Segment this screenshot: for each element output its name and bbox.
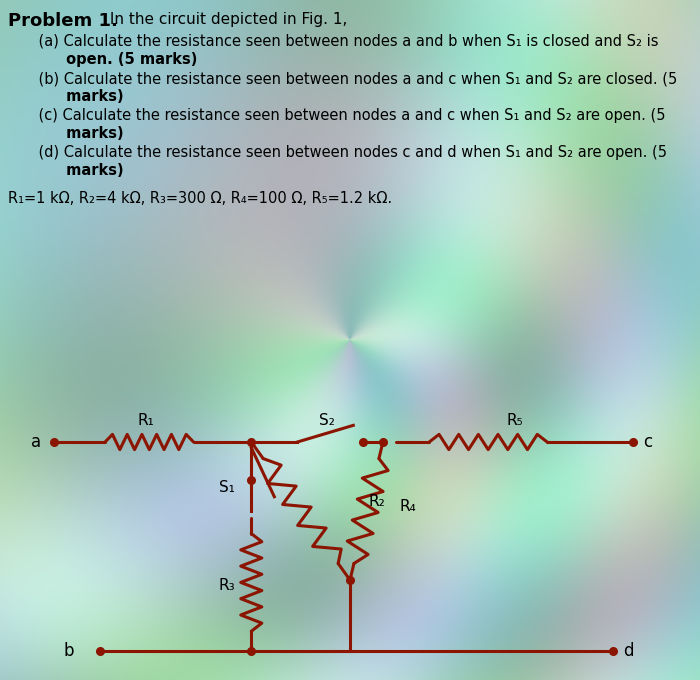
Text: d: d <box>623 643 634 660</box>
Text: R₁=1 kΩ, R₂=4 kΩ, R₃=300 Ω, R₄=100 Ω, R₅=1.2 kΩ.: R₁=1 kΩ, R₂=4 kΩ, R₃=300 Ω, R₄=100 Ω, R₅… <box>8 191 392 206</box>
Text: (a) Calculate the resistance seen between nodes a and b when S₁ is closed and S₂: (a) Calculate the resistance seen betwee… <box>20 34 659 49</box>
Text: R₁: R₁ <box>138 413 155 428</box>
Text: marks): marks) <box>20 89 124 104</box>
Text: R₄: R₄ <box>399 499 416 514</box>
Text: (c) Calculate the resistance seen between nodes a and c when S₁ and S₂ are open.: (c) Calculate the resistance seen betwee… <box>20 108 666 123</box>
Text: c: c <box>643 433 652 451</box>
Text: R₃: R₃ <box>218 577 235 592</box>
Text: marks): marks) <box>20 126 124 141</box>
Text: R₂: R₂ <box>368 494 385 509</box>
Text: In the circuit depicted in Fig. 1,: In the circuit depicted in Fig. 1, <box>105 12 347 27</box>
Text: open. (5 marks): open. (5 marks) <box>20 52 197 67</box>
Text: (d) Calculate the resistance seen between nodes c and d when S₁ and S₂ are open.: (d) Calculate the resistance seen betwee… <box>20 145 667 160</box>
Text: R₅: R₅ <box>506 413 523 428</box>
Text: (b) Calculate the resistance seen between nodes a and c when S₁ and S₂ are close: (b) Calculate the resistance seen betwee… <box>20 71 678 86</box>
Text: marks): marks) <box>20 163 124 178</box>
Text: Problem 1.: Problem 1. <box>8 12 118 30</box>
Text: S₁: S₁ <box>219 480 234 495</box>
Text: S₂: S₂ <box>319 413 335 428</box>
Text: b: b <box>63 643 74 660</box>
Text: a: a <box>31 433 41 451</box>
